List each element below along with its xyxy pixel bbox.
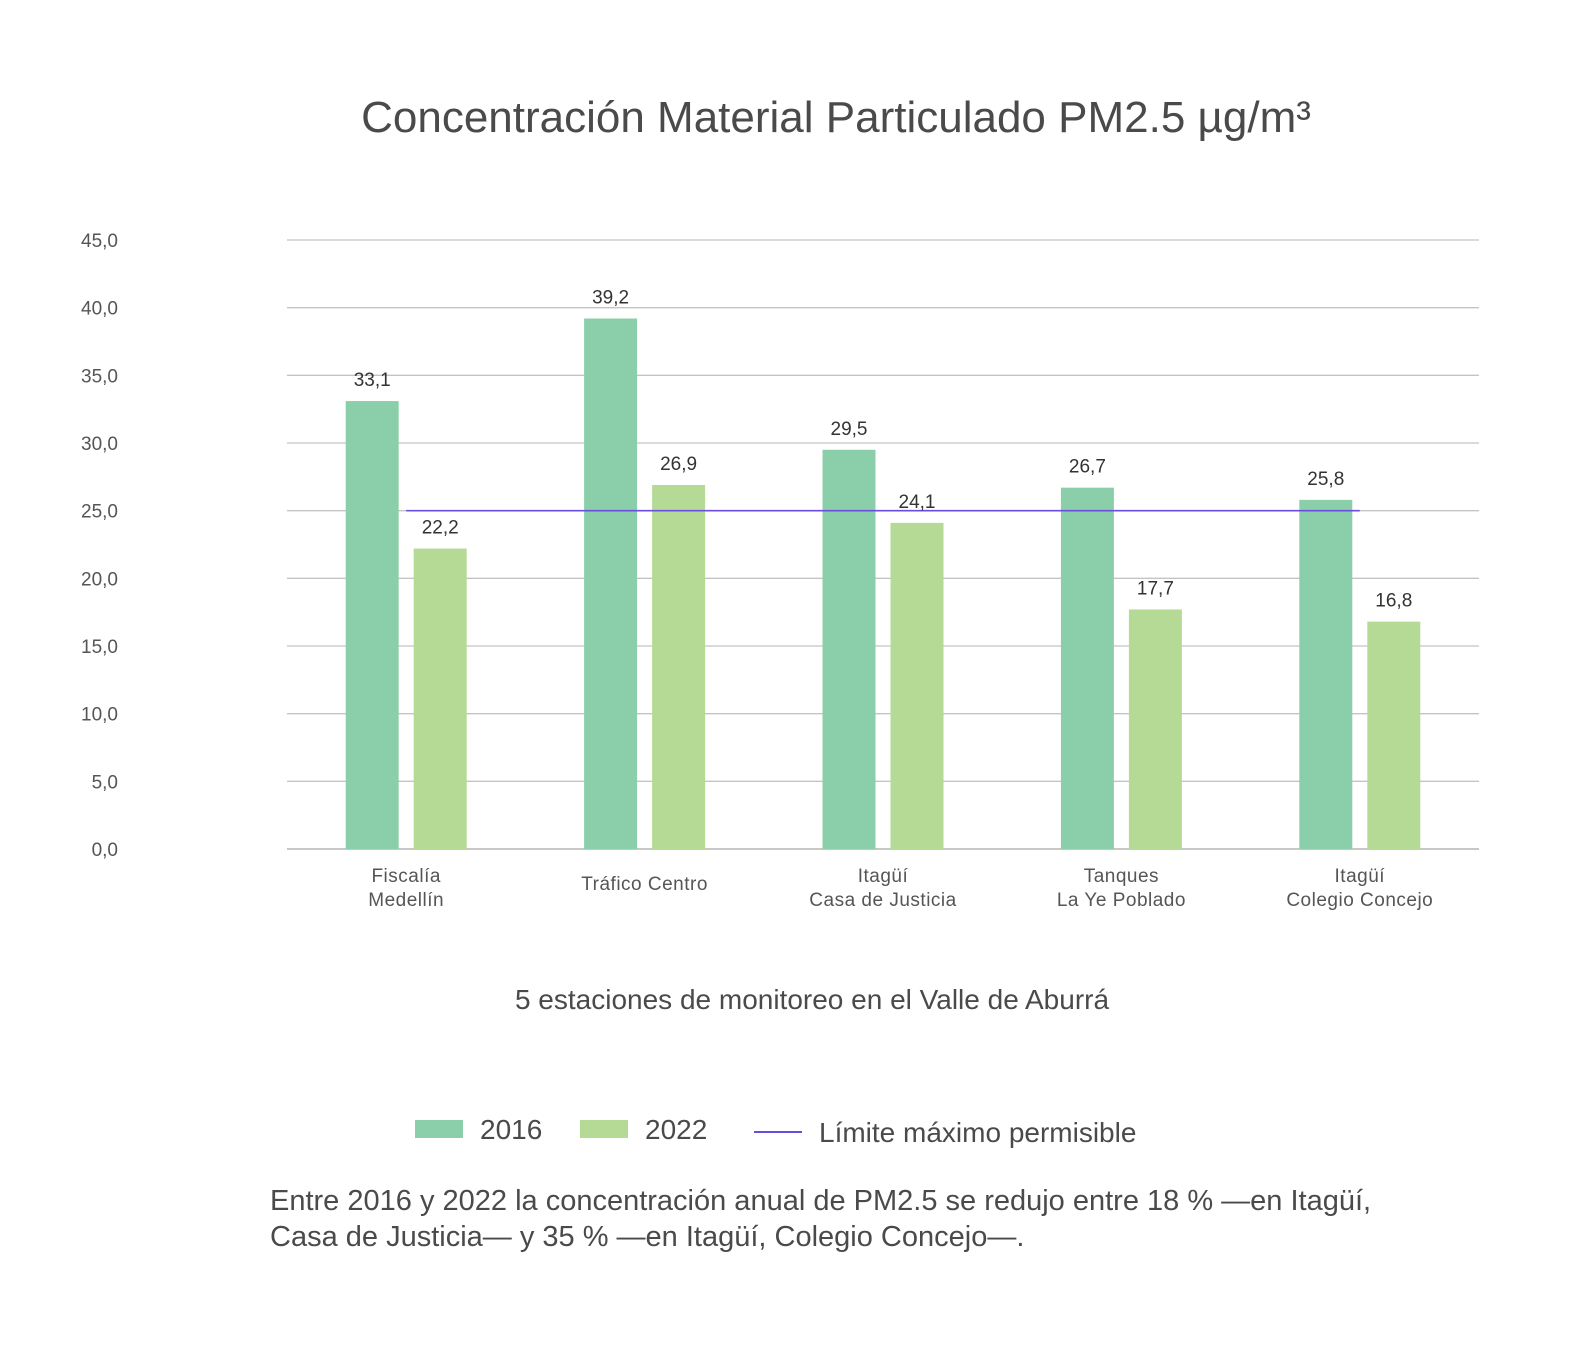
x-tick-label: La Ye Poblado	[1057, 890, 1186, 911]
legend-swatch-2016	[415, 1120, 463, 1138]
x-tick-label: Tanques	[1084, 866, 1159, 887]
y-tick-label: 5,0	[92, 772, 118, 793]
x-axis-label: 5 estaciones de monitoreo en el Valle de…	[515, 984, 1110, 1015]
y-tick-label: 45,0	[81, 231, 118, 252]
data-label-2022: 17,7	[1137, 578, 1174, 599]
x-tick-label: Colegio Concejo	[1286, 890, 1433, 911]
bar-2016	[584, 318, 638, 849]
bar-2016	[822, 449, 876, 849]
x-tick-label: Itagüí	[1335, 866, 1386, 887]
bars	[345, 318, 1421, 849]
x-tick-label: Casa de Justicia	[809, 890, 956, 911]
y-tick-label: 25,0	[81, 502, 118, 523]
bar-2016	[1299, 499, 1353, 849]
bar-2022	[1128, 609, 1182, 849]
chart-title: Concentración Material Particulado PM2.5…	[361, 93, 1311, 142]
x-tick-label: Itagüí	[858, 866, 909, 887]
data-label-2022: 22,2	[422, 518, 459, 539]
data-label-2016: 33,1	[354, 370, 391, 391]
legend-label-2022: 2022	[645, 1114, 707, 1145]
y-axis-ticks: 0,0 5,0 10,0 15,0 20,0 25,0 30,0 35,0 40,0 45,0	[81, 231, 118, 861]
data-label-2022: 16,8	[1375, 591, 1412, 612]
x-tick-label: Fiscalía	[371, 866, 440, 887]
bar-2022	[890, 522, 944, 849]
y-tick-label: 15,0	[81, 637, 118, 658]
data-label-2022: 24,1	[899, 492, 936, 513]
y-tick-label: 0,0	[92, 840, 118, 861]
legend-label-reference: Límite máximo permisible	[819, 1117, 1136, 1148]
bar-2016	[1060, 487, 1114, 849]
data-label-2022: 26,9	[660, 454, 697, 475]
legend: 2016 2022 Límite máximo permisible	[415, 1114, 1136, 1148]
x-tick-label: Medellín	[368, 890, 444, 911]
y-tick-label: 40,0	[81, 299, 118, 320]
bar-2022	[1367, 621, 1421, 849]
data-label-2016: 26,7	[1069, 457, 1106, 478]
summary-note: Entre 2016 y 2022 la concentración anual…	[270, 1185, 1372, 1253]
legend-label-2016: 2016	[480, 1114, 542, 1145]
data-label-2016: 39,2	[592, 287, 629, 308]
data-labels: 33,1 22,2 39,2 26,9 29,5 24,1 26,7 17,7 25,8 16,8	[354, 287, 1413, 611]
data-label-2016: 29,5	[831, 419, 868, 440]
y-tick-label: 20,0	[81, 569, 118, 590]
y-tick-label: 35,0	[81, 366, 118, 387]
y-tick-label: 10,0	[81, 705, 118, 726]
bar-2022	[652, 484, 706, 849]
data-label-2016: 25,8	[1307, 469, 1344, 490]
y-tick-label: 30,0	[81, 434, 118, 455]
x-tick-label: Tráfico Centro	[581, 874, 708, 895]
x-axis-ticks: Fiscalía Medellín Tráfico Centro Itagüí Casa…	[368, 866, 1433, 911]
bar-2016	[345, 401, 399, 849]
legend-swatch-2022	[580, 1120, 628, 1138]
bar-2022	[413, 548, 467, 849]
